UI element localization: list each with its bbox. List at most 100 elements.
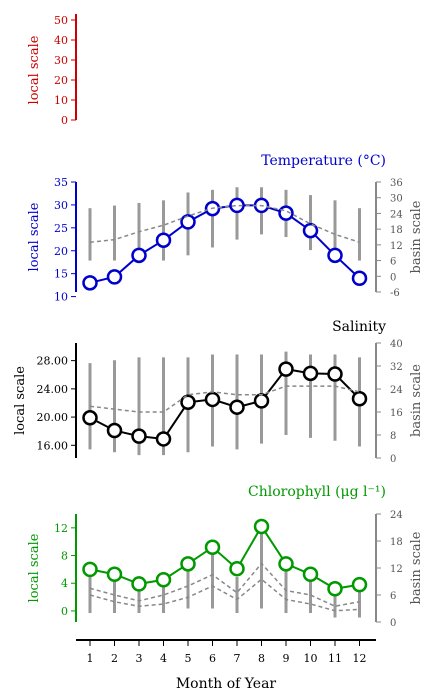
- right-tick-label: 18: [390, 537, 403, 548]
- left-tick-label: 20: [54, 74, 68, 87]
- left-tick-label: 50: [54, 14, 68, 27]
- left-tick-label: 10: [54, 291, 68, 304]
- basin-dashed-line: [89, 562, 360, 608]
- data-point: [106, 566, 123, 582]
- data-point: [82, 410, 98, 426]
- right-tick-label: 12: [390, 564, 403, 575]
- left-tick-label: 15: [54, 268, 68, 281]
- data-point: [82, 275, 98, 291]
- right-tick-label: 6: [390, 591, 396, 602]
- data-point: [131, 428, 147, 444]
- right-tick-label: 12: [390, 241, 403, 252]
- data-point: [327, 247, 343, 264]
- left-tick-label: 24.00: [37, 383, 69, 396]
- x-tick-label: 11: [328, 652, 342, 665]
- right-axis-label: basin scale: [409, 531, 424, 604]
- right-tick-label: 24: [390, 510, 403, 521]
- left-tick-label: 25: [54, 222, 68, 235]
- data-point: [229, 197, 245, 214]
- left-tick-label: 10: [54, 94, 68, 107]
- data-point: [253, 518, 270, 535]
- right-axis-label: basin scale: [409, 364, 424, 437]
- x-tick-label: 10: [304, 652, 318, 665]
- data-point: [180, 394, 196, 411]
- right-tick-label: 16: [390, 408, 403, 419]
- basin-dashed-line: [89, 385, 360, 413]
- right-tick-label: 0: [390, 454, 396, 465]
- local-line: [89, 368, 361, 441]
- data-point: [351, 576, 368, 593]
- data-point: [278, 361, 294, 377]
- data-point: [229, 560, 245, 577]
- right-tick-label: -6: [390, 288, 400, 299]
- right-tick-label: 8: [390, 431, 396, 442]
- data-point: [204, 539, 221, 555]
- panel-3: 16.00 20.00 24.00 28.00 local scale 0 8 16 24 32 4…: [13, 319, 424, 465]
- data-point: [131, 576, 147, 592]
- right-tick-label: 24: [390, 209, 403, 220]
- x-tick-label: 5: [185, 652, 192, 665]
- panel-1: 0 10 20 30 40 50 local scale: [27, 14, 77, 127]
- left-tick-label: 20.00: [37, 411, 69, 424]
- left-axis-label: local scale: [27, 533, 42, 602]
- data-point: [155, 431, 172, 447]
- basin-dashed-line: [89, 578, 360, 612]
- data-point: [155, 572, 172, 588]
- data-point: [180, 556, 196, 572]
- left-tick-label: 0: [61, 605, 68, 618]
- right-axis-label: basin scale: [409, 200, 424, 273]
- data-point: [229, 399, 245, 415]
- x-tick-label: 3: [136, 652, 143, 665]
- right-tick-label: 6: [390, 257, 396, 268]
- data-point: [180, 214, 196, 230]
- data-point: [253, 393, 270, 409]
- data-point: [351, 270, 368, 286]
- x-tick-label: 9: [283, 652, 290, 665]
- right-tick-label: 24: [390, 385, 403, 396]
- left-tick-label: 8: [61, 550, 68, 563]
- data-point: [155, 232, 172, 248]
- left-tick-label: 20: [54, 245, 68, 258]
- right-tick-label: 30: [390, 194, 403, 205]
- data-point: [351, 390, 368, 407]
- data-point: [278, 556, 294, 572]
- x-tick-label: 4: [160, 652, 167, 665]
- local-line: [89, 204, 361, 284]
- x-tick-label: 8: [258, 652, 265, 665]
- left-axis-label: local scale: [27, 202, 42, 271]
- data-point: [106, 422, 123, 439]
- right-tick-label: 32: [390, 362, 403, 373]
- data-point: [204, 391, 221, 408]
- x-tick-label: 7: [234, 652, 241, 665]
- right-tick-label: 36: [390, 178, 403, 189]
- panel-title: Chlorophyll (μg l⁻¹): [248, 484, 386, 500]
- panel-2: 10 15 20 25 30 35 local scale -6 0 6 12 18 24 30 36 bas…: [27, 153, 424, 304]
- right-tick-label: 0: [390, 618, 396, 629]
- left-tick-label: 30: [54, 199, 68, 212]
- data-point: [302, 365, 319, 382]
- panel-title: Salinity: [332, 319, 386, 335]
- basin-dashed-line: [89, 204, 360, 243]
- panel-4: 0 4 8 12 local scale 0 6 12 18 24 basin scale Chlor…: [27, 484, 424, 629]
- local-line: [89, 524, 360, 590]
- right-tick-label: 18: [390, 225, 403, 236]
- data-point: [327, 366, 343, 382]
- x-tick-label: 12: [353, 652, 367, 665]
- data-point: [302, 222, 319, 239]
- left-tick-label: 0: [61, 114, 68, 127]
- right-tick-label: 0: [390, 272, 396, 283]
- x-tick-label: 2: [111, 652, 118, 665]
- data-point: [302, 566, 319, 582]
- left-tick-label: 12: [54, 522, 68, 535]
- data-point: [106, 269, 123, 285]
- left-tick-label: 40: [54, 34, 68, 47]
- panel-title: Temperature (°C): [261, 153, 386, 169]
- left-axis-label: local scale: [27, 35, 42, 104]
- right-tick-label: 40: [390, 339, 403, 350]
- left-tick-label: 35: [54, 176, 68, 189]
- x-tick-label: 6: [209, 652, 216, 665]
- x-axis-label: Month of Year: [176, 676, 277, 692]
- data-point: [131, 247, 147, 264]
